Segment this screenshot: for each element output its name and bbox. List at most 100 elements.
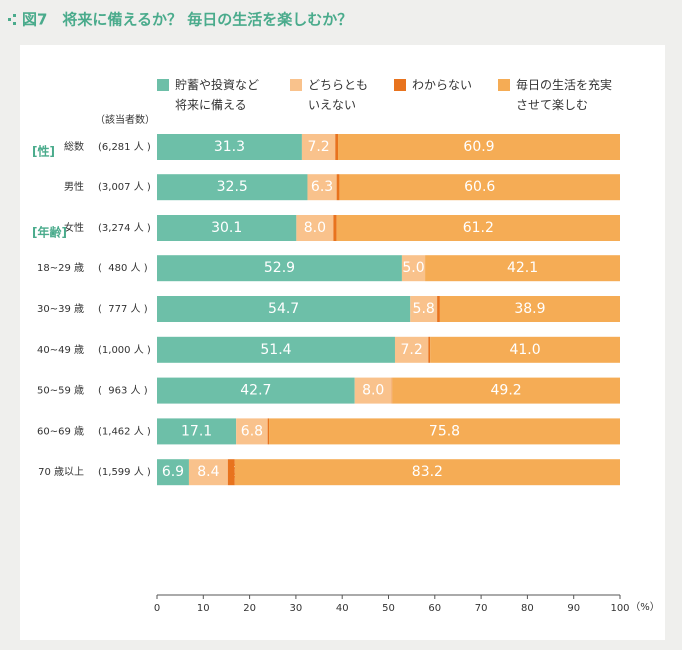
bar-segment xyxy=(336,174,340,201)
bar-segment xyxy=(333,215,337,241)
bar-segment xyxy=(307,174,337,201)
chart-title: 図7 将来に備えるか？ 毎日の生活を楽しむか？ xyxy=(22,11,352,29)
x-tick-label: 30 xyxy=(290,603,303,614)
bar-segment xyxy=(301,134,336,160)
category-label: 男性 xyxy=(64,180,84,193)
bar-segment xyxy=(157,255,402,282)
value-label: 6.3 xyxy=(311,179,333,195)
title-icon xyxy=(13,22,16,25)
legend-swatch xyxy=(157,79,169,91)
legend-label: 毎日の生活を充実させて楽しむ xyxy=(516,77,612,112)
size-label: (6,281 人 ) xyxy=(98,141,151,153)
value-label: 7.2 xyxy=(401,342,423,358)
size-label: (3,007 人 ) xyxy=(98,181,151,193)
bar-segment xyxy=(157,134,302,160)
bar-segment xyxy=(227,459,235,486)
bar-segment xyxy=(425,255,620,282)
bar-segment xyxy=(234,459,620,486)
legend-swatch xyxy=(290,79,302,91)
count-header: （該当者数） xyxy=(95,113,155,126)
bar-segment xyxy=(157,336,395,363)
value-label: 61.2 xyxy=(463,220,494,236)
bar-segment xyxy=(354,377,392,404)
value-label: 30.1 xyxy=(211,220,242,236)
bar-segment xyxy=(157,215,297,241)
category-label: 30~39 歳 xyxy=(37,303,84,315)
bar-segment xyxy=(269,418,620,445)
size-label: (1,599 人 ) xyxy=(98,466,151,478)
value-label: 51.4 xyxy=(260,342,291,358)
value-label: 54.7 xyxy=(268,301,299,317)
bar-segment xyxy=(394,336,429,363)
section-label: [性] xyxy=(32,144,55,159)
x-tick-label: 50 xyxy=(382,603,395,614)
bar-segment xyxy=(188,459,228,486)
size-label: (1,462 人 ) xyxy=(98,425,151,437)
value-label: 60.9 xyxy=(463,139,494,155)
value-label: 7.2 xyxy=(307,139,329,155)
category-label: 40~49 歳 xyxy=(37,344,84,356)
x-tick-label: 10 xyxy=(197,603,210,614)
bar-segment xyxy=(430,336,620,363)
value-label: 42.1 xyxy=(507,260,538,276)
value-label: 6.8 xyxy=(241,423,263,439)
x-tick-label: 20 xyxy=(243,603,256,614)
value-label: 32.5 xyxy=(217,179,248,195)
legend-label: どちらともいえない xyxy=(308,78,368,112)
legend-label: 貯蓄や投資など将来に備える xyxy=(175,77,259,112)
size-label: (3,274 人 ) xyxy=(98,222,151,234)
value-label: 60.6 xyxy=(464,179,495,195)
size-label: ( 777 人 ) xyxy=(98,303,148,315)
bar-segment xyxy=(157,377,355,404)
size-label: ( 480 人 ) xyxy=(98,262,148,274)
bar-segment xyxy=(336,215,620,241)
bar-segment xyxy=(339,174,620,201)
category-label: 70 歳以上 xyxy=(38,466,84,478)
bar-segment xyxy=(410,296,438,322)
bar-segment xyxy=(401,255,426,282)
x-tick-label: 100 xyxy=(610,603,629,614)
value-label: 42.7 xyxy=(240,383,271,399)
size-label: (1,000 人 ) xyxy=(98,344,151,356)
category-label: 60~69 歳 xyxy=(37,425,84,437)
bar-segment xyxy=(392,377,620,404)
x-unit: （%） xyxy=(630,601,660,613)
category-label: 女性 xyxy=(64,221,84,234)
bar-segment xyxy=(236,418,268,445)
value-label: 6.9 xyxy=(162,464,184,480)
legend-swatch xyxy=(498,79,510,91)
category-label: 50~59 歳 xyxy=(37,385,84,397)
bar-segment xyxy=(157,296,411,322)
value-label: 75.8 xyxy=(429,423,460,439)
bar-segment xyxy=(439,296,620,322)
value-label: 8.0 xyxy=(304,220,326,236)
size-label: ( 963 人 ) xyxy=(98,385,148,397)
value-label: 83.2 xyxy=(412,464,443,480)
bar-segment xyxy=(296,215,334,241)
legend-swatch xyxy=(394,79,406,91)
bar-segment xyxy=(335,134,339,160)
value-label: 41.0 xyxy=(509,342,540,358)
bar-segment xyxy=(157,174,308,201)
value-label: 17.1 xyxy=(181,423,212,439)
x-tick-label: 70 xyxy=(475,603,488,614)
bar-segment xyxy=(338,134,620,160)
x-tick-label: 60 xyxy=(428,603,441,614)
value-label: 8.4 xyxy=(197,464,219,480)
bar-segment xyxy=(437,296,440,322)
x-tick-label: 90 xyxy=(567,603,580,614)
bar-segment xyxy=(157,418,237,445)
category-label: 総数 xyxy=(64,140,84,153)
bar-segment xyxy=(428,336,431,363)
value-label: 5.8 xyxy=(413,301,435,317)
value-label: 5.0 xyxy=(402,260,424,276)
value-label: 49.2 xyxy=(491,383,522,399)
bar-segment xyxy=(157,459,189,486)
value-label: 38.9 xyxy=(514,301,545,317)
bar-segment xyxy=(267,418,270,445)
value-label: 52.9 xyxy=(264,260,295,276)
legend-label: わからない xyxy=(412,78,472,92)
section-label: [年齢] xyxy=(32,225,67,240)
category-label: 18~29 歳 xyxy=(37,262,84,274)
